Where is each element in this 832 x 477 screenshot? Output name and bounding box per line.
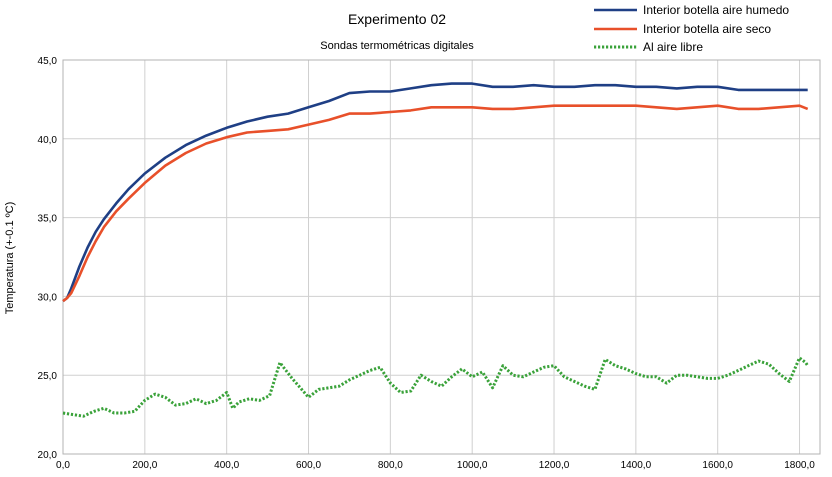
legend: Interior botella aire humedo Interior bot… xyxy=(594,3,789,54)
y-axis-label: Temperatura (+-0.1 ºC) xyxy=(4,202,16,315)
x-tick-label: 1400,0 xyxy=(621,460,652,471)
x-tick-label: 200,0 xyxy=(132,460,157,471)
chart-title: Experimento 02 xyxy=(348,11,446,27)
grid xyxy=(63,59,820,455)
x-tick-label: 1800,0 xyxy=(784,460,815,471)
x-tick-label: 1600,0 xyxy=(702,460,733,471)
legend-label: Interior botella aire humedo xyxy=(643,3,789,17)
y-tick-label: 30,0 xyxy=(38,292,58,303)
x-axis-ticks: 0,0 200,0 400,0 600,0 800,0 1000,0 1200,0 1400,… xyxy=(56,460,815,471)
series-line-2 xyxy=(62,104,809,303)
y-tick-label: 20,0 xyxy=(38,450,58,461)
y-tick-label: 25,0 xyxy=(38,371,58,382)
chart-subtitle: Sondas termométricas digitales xyxy=(320,40,474,52)
plot-area xyxy=(62,59,821,455)
x-tick-label: 600,0 xyxy=(296,460,321,471)
x-tick-label: 800,0 xyxy=(378,460,403,471)
y-tick-label: 40,0 xyxy=(38,135,58,146)
series-line-3 xyxy=(62,356,809,418)
series-group xyxy=(62,82,809,418)
series-line-1 xyxy=(62,82,808,303)
x-tick-label: 1000,0 xyxy=(457,460,488,471)
y-tick-label: 35,0 xyxy=(38,214,58,225)
y-axis-ticks: 20,0 25,0 30,0 35,0 40,0 45,0 xyxy=(38,56,58,461)
x-tick-label: 400,0 xyxy=(214,460,239,471)
x-tick-label: 1200,0 xyxy=(539,460,570,471)
legend-label: Al aire libre xyxy=(643,40,703,54)
legend-label: Interior botella aire seco xyxy=(643,22,771,36)
y-tick-label: 45,0 xyxy=(38,56,58,67)
x-tick-label: 0,0 xyxy=(56,460,70,471)
